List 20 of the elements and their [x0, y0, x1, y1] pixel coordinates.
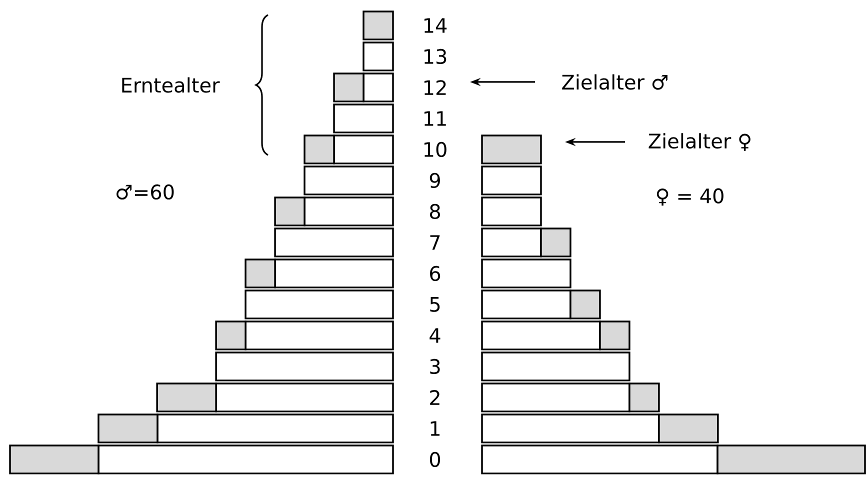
y-tick-label: 10	[424, 142, 446, 158]
y-tick-label: 7	[430, 235, 440, 250]
y-tick-label: 14	[424, 18, 447, 33]
y-tick-label: 13	[424, 48, 446, 64]
annotation: Zielalter ♂	[562, 74, 668, 90]
y-tick-label: 2	[430, 390, 440, 405]
y-tick-label: 8	[430, 204, 440, 220]
y-tick-label: 3	[430, 358, 440, 374]
annotation: ♂=60	[116, 184, 174, 200]
annotation: ♀ = 40	[656, 188, 724, 206]
y-tick-label: 9	[430, 172, 440, 188]
y-tick-label: 0	[430, 452, 440, 468]
y-tick-label: 5	[430, 297, 440, 312]
y-tick-label: 12	[424, 80, 446, 95]
annotation: Erntealter	[122, 77, 220, 93]
y-tick-label: 6	[430, 266, 440, 282]
annotation: Zielalter ♀	[648, 133, 750, 151]
y-tick-label: 4	[430, 328, 440, 343]
y-tick-label: 11	[424, 111, 446, 126]
y-tick-label: 1	[430, 421, 440, 436]
